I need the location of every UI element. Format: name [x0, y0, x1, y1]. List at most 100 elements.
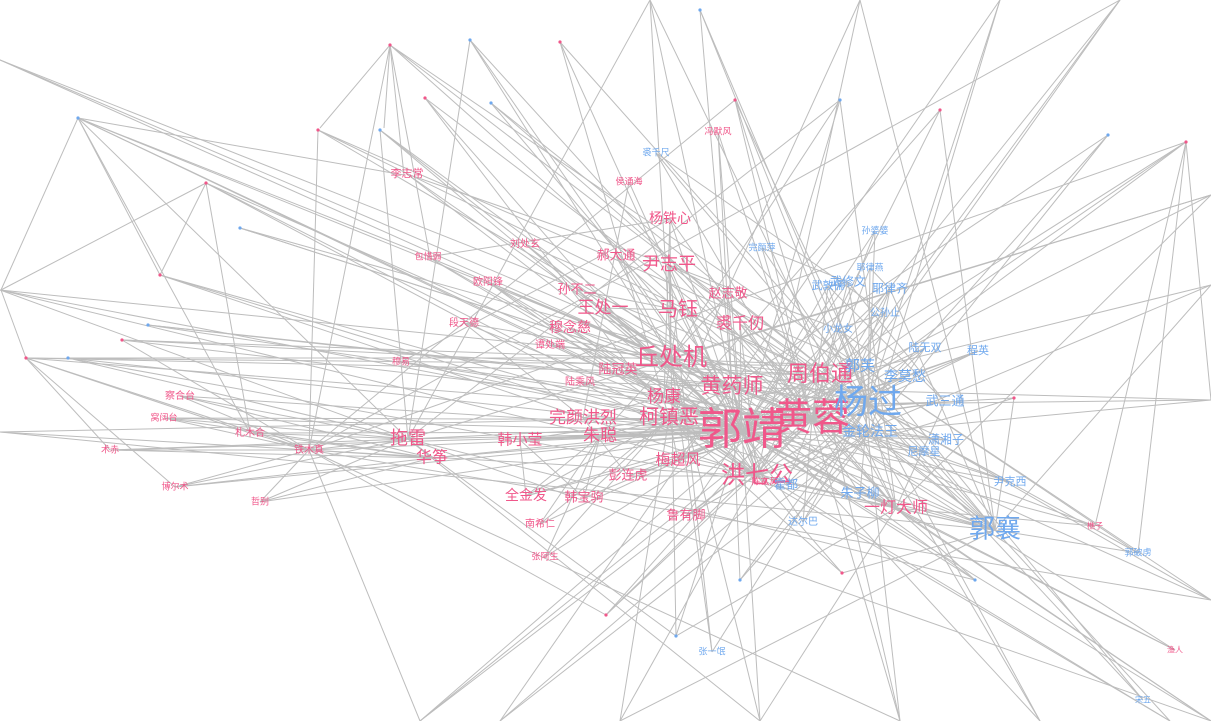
node-label-n55: 李莫愁: [884, 369, 926, 385]
node-label-n19: 梅超风: [655, 451, 700, 469]
edge-n2-n20: [739, 323, 813, 421]
node-dot-8: [838, 98, 842, 102]
edge-extra-56: [741, 431, 1211, 721]
node-label-n16: 杨康: [647, 387, 681, 407]
node-label-n46: 博尔术: [161, 481, 188, 493]
edge-extra-122: [25, 357, 813, 421]
edge-n7-n20: [739, 323, 821, 376]
edge-n6-n37: [463, 322, 672, 359]
node-dot-6: [698, 8, 702, 12]
edge-extra-102: [205, 182, 758, 477]
edge-fan-1-0: [0, 182, 207, 291]
edge-extra-103: [205, 182, 670, 419]
edge-extra-38: [811, 141, 1187, 421]
edge-extra-155: [670, 357, 677, 637]
edge-n4-n31: [895, 507, 996, 531]
node-label-n24: 孙不二: [557, 283, 596, 298]
edge-extra-126: [67, 357, 743, 433]
edge-n14-n41: [308, 438, 409, 451]
edge-fan-4-1: [1094, 141, 1187, 527]
edge-extra-14: [469, 39, 743, 433]
edge-extra-64: [731, 386, 1041, 721]
edge-n5-n7: [756, 374, 821, 477]
edge-n1-n51: [717, 131, 743, 433]
edge-extra-73: [407, 438, 761, 721]
edge-fan-4-2: [1137, 141, 1187, 554]
node-label-n47: 南希仁: [525, 517, 555, 530]
node-dot-40: [973, 578, 977, 582]
edge-n3-n60: [859, 403, 869, 495]
edge-n3-n5: [756, 403, 869, 477]
edge-n4-n7: [819, 374, 996, 531]
edge-extra-135: [147, 324, 871, 433]
edge-extra-59: [407, 438, 1211, 721]
edge-n3-n76: [711, 403, 869, 653]
edge-extra-138: [121, 339, 861, 367]
node-dot-7: [733, 98, 737, 102]
node-label-n61: 陆无双: [909, 340, 942, 354]
node-label-n4: 郭襄: [969, 515, 1021, 545]
edge-n10-n47: [539, 417, 670, 525]
edge-extra-157: [407, 438, 677, 637]
node-label-n45: 札木合: [235, 426, 265, 439]
edge-n1-n48: [544, 431, 743, 558]
node-label-n65: 武敦儒: [812, 278, 845, 292]
node-label-n58: 潇湘子: [928, 432, 964, 447]
edge-extra-105: [239, 227, 869, 405]
edge-extra-119: [490, 102, 869, 405]
node-label-n34: 欧阳锋: [473, 275, 503, 288]
edge-extra-4: [0, 431, 758, 477]
edge-n10-n19: [668, 417, 679, 461]
edge-n55-n61: [904, 347, 926, 378]
node-dot-43: [604, 613, 608, 617]
node-dot-44: [674, 634, 678, 638]
node-label-n77: 宋五: [1135, 695, 1151, 705]
edge-n13-n16: [582, 396, 665, 419]
node-label-n54: 武三通: [925, 395, 964, 410]
edge-n3-n69: [785, 403, 869, 486]
edge-n2-n58: [811, 419, 947, 441]
edge-extra-111: [308, 129, 319, 451]
node-label-n44: 窝阔台: [150, 412, 177, 424]
edge-n67-n11: [668, 264, 839, 330]
edge-extra-128: [67, 357, 897, 509]
edge-n14-n45: [249, 432, 409, 440]
edge-n1-n52: [427, 256, 743, 433]
edge-extra-96: [859, 0, 1121, 367]
edge-n10-n48: [544, 417, 670, 558]
edge-n1-n46: [174, 431, 743, 488]
node-label-n63: 耶律齐: [872, 281, 908, 296]
edge-extra-15: [469, 39, 672, 359]
edge-fan-2-1: [319, 44, 391, 129]
edge-extra-92: [731, 0, 1001, 388]
node-label-n15: 华筝: [416, 448, 448, 467]
node-dot-41: [840, 571, 844, 575]
node-label-n41: 铁木真: [294, 443, 324, 456]
edge-n15-n44: [163, 417, 433, 459]
edge-n57-n58: [869, 431, 947, 441]
edge-extra-142: [895, 507, 976, 581]
edge-n64-n73: [761, 247, 849, 283]
node-dot-31: [316, 128, 320, 132]
node-label-n20: 裘千仞: [716, 314, 764, 333]
edge-n2-n27: [525, 419, 813, 497]
edge-fan-0-0: [77, 117, 161, 276]
edge-extra-91: [867, 0, 1001, 405]
edge-extra-34: [939, 109, 996, 531]
edge-extra-145: [668, 417, 843, 574]
edge-fan-4-0: [1185, 141, 1211, 401]
edge-n17-n27: [525, 435, 601, 497]
edge-extra-130: [159, 274, 758, 477]
edge-n6-n23: [615, 255, 672, 359]
edge-n17-n28: [583, 435, 601, 499]
edge-n2-n15: [431, 419, 813, 459]
edge-extra-81: [419, 374, 821, 721]
edge-extra-71: [670, 357, 761, 721]
edge-n63-n72: [869, 267, 891, 290]
node-label-n52: 包惜弱: [414, 251, 441, 263]
node-label-n38: 穆易: [392, 356, 410, 368]
edge-extra-16: [469, 39, 897, 509]
node-dot-32: [378, 128, 382, 132]
edge-extra-99: [77, 117, 672, 359]
node-label-n12: 王处一: [578, 298, 629, 318]
